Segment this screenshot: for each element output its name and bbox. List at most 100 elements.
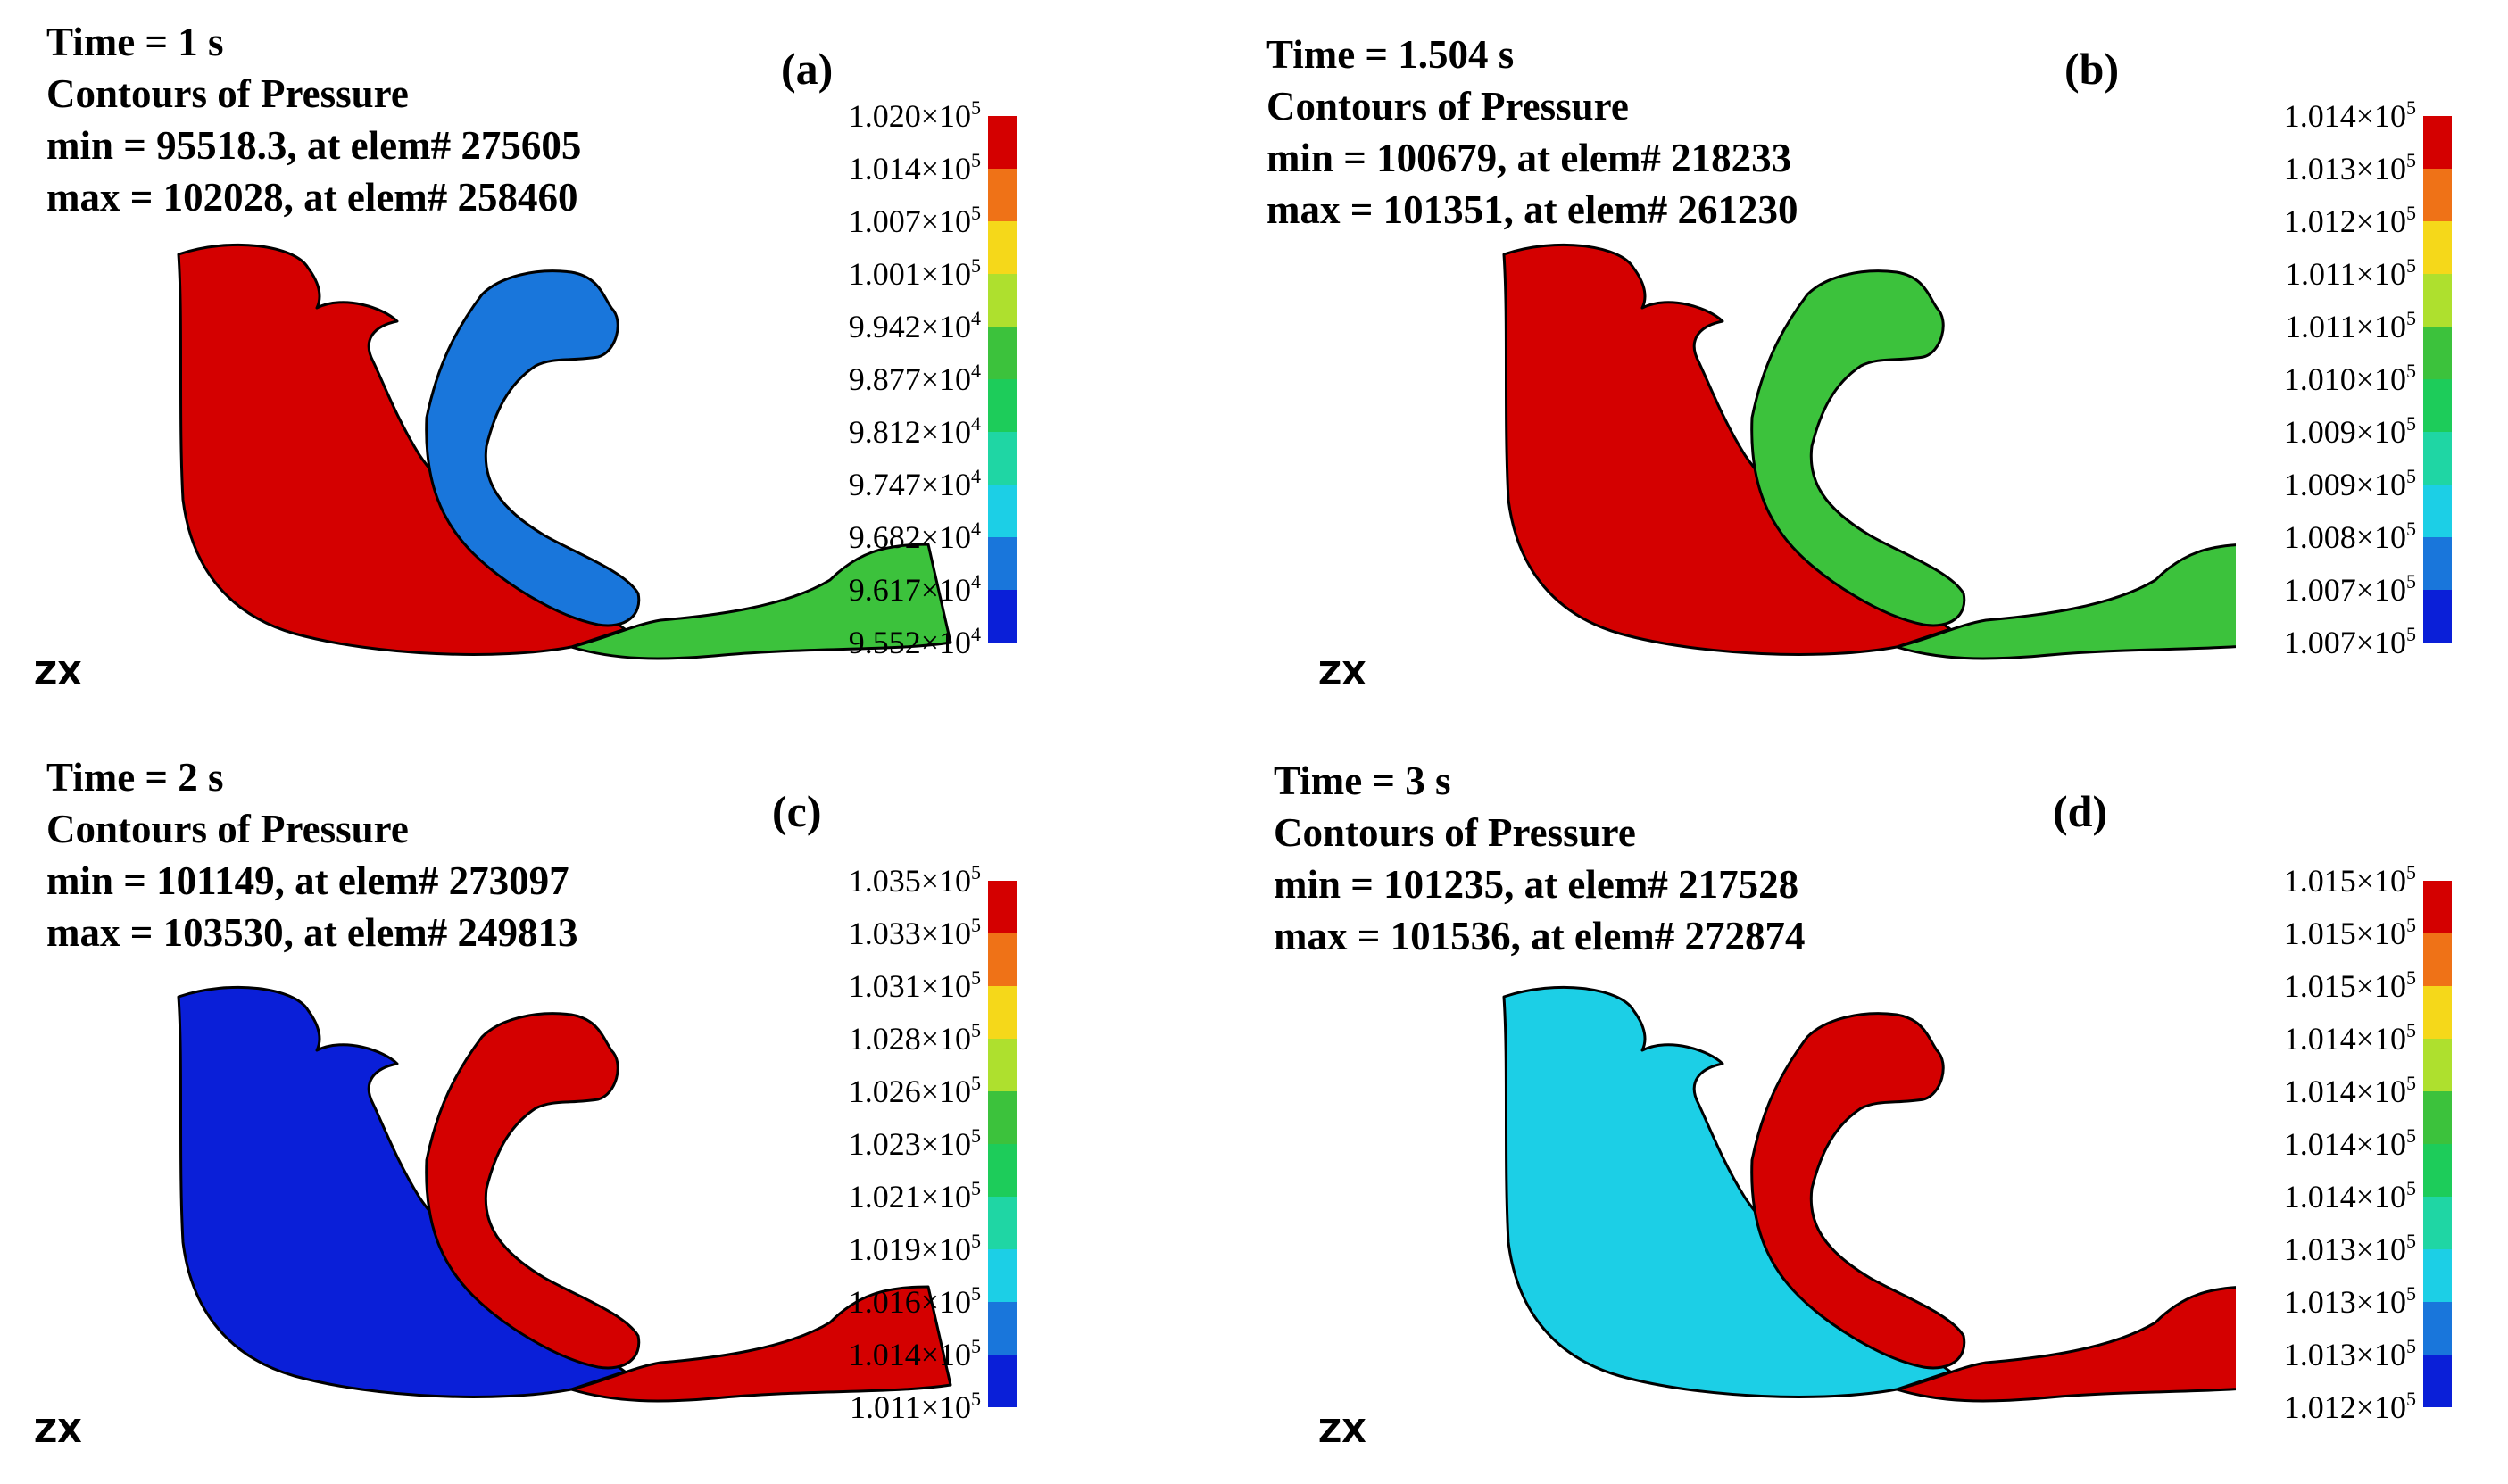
color-legend: 1.035×105 1.033×105 1.031×105 1.028×105 1.02… xyxy=(799,861,1067,1434)
legend-tick-label: 1.011×105 xyxy=(2285,254,2416,292)
legend-tick-label: 9.747×104 xyxy=(848,465,981,502)
legend-swatch-green xyxy=(2423,327,2452,379)
legend-tick-label: 1.014×105 xyxy=(2283,1072,2416,1109)
legend-swatch-skyblue xyxy=(988,1302,1017,1355)
outlet-region xyxy=(1895,1286,2236,1403)
legend-tick-label: 1.007×105 xyxy=(2283,623,2416,660)
legend-color-bar xyxy=(988,881,1017,1407)
channel-region xyxy=(1750,269,1966,627)
legend-swatch-cyan xyxy=(2423,1249,2452,1302)
panel-b: Time = 1.504 s Contours of Pressure min … xyxy=(1254,0,2508,742)
legend-swatch-orange xyxy=(2423,933,2452,986)
legend-tick-label: 1.028×105 xyxy=(848,1019,981,1057)
legend-tick-label: 1.014×105 xyxy=(2283,96,2416,134)
legend-swatch-yellow xyxy=(988,221,1017,274)
legend-swatch-cyan xyxy=(2423,485,2452,537)
panel-label: (d) xyxy=(2053,786,2108,836)
legend-tick-label: 1.010×105 xyxy=(2283,360,2416,397)
legend-tick-label: 1.014×105 xyxy=(848,149,981,187)
channel-region xyxy=(425,1012,641,1370)
legend-tick-label: 1.014×105 xyxy=(848,1335,981,1372)
legend-swatch-teal xyxy=(2423,1197,2452,1249)
legend-swatch-lime xyxy=(2423,274,2452,327)
legend-tick-label: 9.617×104 xyxy=(848,570,981,608)
legend-swatch-lime xyxy=(988,274,1017,327)
legend-tick-label: 1.001×105 xyxy=(848,254,981,292)
legend-swatch-green2 xyxy=(988,1144,1017,1197)
panel-d: Time = 3 s Contours of Pressure min = 10… xyxy=(1254,742,2508,1484)
time-label: Time = 1 s xyxy=(46,20,224,64)
legend-tick-label: 1.019×105 xyxy=(848,1230,981,1267)
legend-swatch-cyan xyxy=(988,1249,1017,1302)
panel-label: (a) xyxy=(781,44,834,94)
legend-swatch-skyblue xyxy=(2423,537,2452,590)
contour-title: Contours of Pressure xyxy=(46,807,409,851)
legend-swatch-blue xyxy=(2423,1355,2452,1407)
panel-label: (b) xyxy=(2064,44,2120,94)
legend-swatch-green2 xyxy=(2423,1144,2452,1197)
panel-a: Time = 1 s Contours of Pressure min = 95… xyxy=(0,0,1254,742)
legend-tick-label: 1.015×105 xyxy=(2283,966,2416,1004)
legend-tick-label: 1.026×105 xyxy=(848,1072,981,1109)
axis-triad-icon: ZX xyxy=(1318,656,1366,692)
time-label: Time = 2 s xyxy=(46,755,224,800)
contour-geometry xyxy=(1502,243,2236,660)
legend-tick-label: 1.021×105 xyxy=(848,1177,981,1215)
pressure-contour-shape xyxy=(177,243,952,660)
legend-tick-label: 9.942×104 xyxy=(848,307,981,344)
legend-tick-label: 1.023×105 xyxy=(848,1124,981,1162)
legend-swatch-teal xyxy=(2423,432,2452,485)
pressure-contour-shape xyxy=(1502,243,2236,660)
pressure-contour-shape xyxy=(1502,985,2236,1403)
outlet-region xyxy=(569,1285,952,1403)
max-readout: max = 101536, at elem# 272874 xyxy=(1274,914,1806,958)
legend-tick-label: 9.552×104 xyxy=(848,623,981,660)
legend-swatch-yellow xyxy=(988,986,1017,1039)
legend-tick-label: 1.031×105 xyxy=(848,966,981,1004)
panel-header: Time = 1 s Contours of Pressure min = 95… xyxy=(46,16,581,223)
legend-tick-label: 1.013×105 xyxy=(2283,1335,2416,1372)
legend-swatch-orange xyxy=(2423,169,2452,221)
legend-tick-label: 1.015×105 xyxy=(2283,861,2416,899)
legend-swatch-green2 xyxy=(988,379,1017,432)
contour-title: Contours of Pressure xyxy=(1274,810,1636,855)
legend-swatch-skyblue xyxy=(2423,1302,2452,1355)
legend-color-bar xyxy=(988,116,1017,643)
legend-tick-label: 1.013×105 xyxy=(2283,1282,2416,1320)
legend-tick-label: 1.012×105 xyxy=(2283,1388,2416,1425)
time-label: Time = 3 s xyxy=(1274,759,1451,803)
legend-swatch-yellow xyxy=(2423,221,2452,274)
legend-tick-label: 1.011×105 xyxy=(850,1388,981,1425)
legend-swatch-red xyxy=(2423,116,2452,169)
legend-color-bar xyxy=(2423,881,2452,1407)
legend-tick-label: 1.013×105 xyxy=(2283,149,2416,187)
panel-label: (c) xyxy=(772,786,822,836)
contour-geometry xyxy=(1502,985,2236,1403)
contour-geometry xyxy=(177,985,952,1403)
legend-tick-label: 9.682×104 xyxy=(848,518,981,555)
legend-swatch-red xyxy=(988,116,1017,169)
legend-swatch-teal xyxy=(988,432,1017,485)
legend-tick-label: 1.009×105 xyxy=(2283,465,2416,502)
legend-swatch-skyblue xyxy=(988,537,1017,590)
panel-header: Time = 1.504 s Contours of Pressure min … xyxy=(1266,29,1798,236)
legend-tick-label: 1.012×105 xyxy=(2283,202,2416,239)
legend-tick-label: 1.009×105 xyxy=(2283,412,2416,450)
min-readout: min = 101235, at elem# 217528 xyxy=(1274,862,1799,907)
channel-region xyxy=(1750,1012,1966,1370)
legend-tick-label: 1.020×105 xyxy=(848,96,981,134)
legend-swatch-red xyxy=(2423,881,2452,933)
legend-tick-label: 1.015×105 xyxy=(2283,914,2416,951)
contour-title: Contours of Pressure xyxy=(46,71,409,116)
legend-tick-label: 9.877×104 xyxy=(848,360,981,397)
max-readout: max = 103530, at elem# 249813 xyxy=(46,910,578,955)
legend-tick-label: 1.014×105 xyxy=(2283,1177,2416,1215)
legend-swatch-green xyxy=(988,327,1017,379)
legend-tick-label: 1.035×105 xyxy=(848,861,981,899)
min-readout: min = 100679, at elem# 218233 xyxy=(1266,136,1792,180)
legend-tick-label: 1.016×105 xyxy=(848,1282,981,1320)
panel-header: Time = 3 s Contours of Pressure min = 10… xyxy=(1274,755,1806,962)
legend-swatch-yellow xyxy=(2423,986,2452,1039)
min-readout: min = 95518.3, at elem# 275605 xyxy=(46,123,582,168)
axis-triad-icon: ZX xyxy=(1318,1414,1366,1450)
